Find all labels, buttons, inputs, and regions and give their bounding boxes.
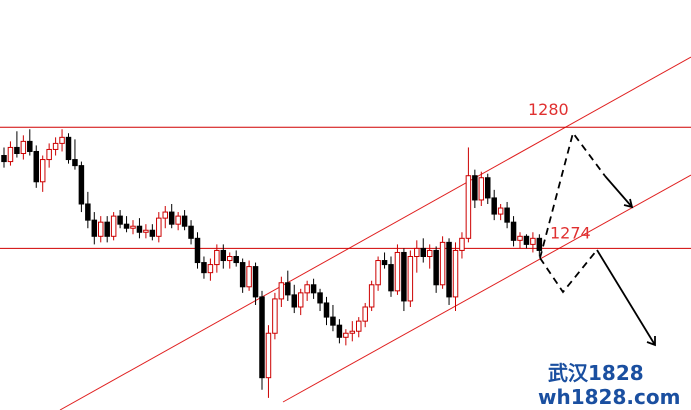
candle-body	[98, 221, 104, 237]
candle-body	[523, 235, 530, 245]
candle-body	[220, 249, 227, 262]
candle-body	[310, 284, 317, 294]
candle-body	[485, 177, 491, 199]
level-label: 1274	[550, 223, 591, 242]
candle-body	[459, 237, 465, 251]
candle-body	[536, 237, 543, 251]
candle-body	[39, 159, 46, 183]
lower-channel-line	[282, 174, 691, 403]
candle-body	[285, 282, 291, 296]
candle-body	[297, 292, 304, 308]
candle-body	[394, 251, 401, 292]
candle-body	[504, 207, 510, 223]
candle-body	[1, 155, 7, 163]
arrow-up-scenario	[604, 175, 633, 208]
candle-body	[362, 306, 368, 322]
candle-body	[356, 320, 362, 332]
candle-body	[7, 146, 14, 163]
candle-body	[407, 256, 414, 302]
candle-body	[381, 260, 388, 266]
candle-body	[343, 332, 349, 338]
candle-body	[117, 215, 123, 225]
candle-body	[52, 142, 59, 150]
candle-body	[156, 217, 162, 237]
candle-body	[446, 241, 452, 298]
candle-body	[194, 237, 201, 264]
candle-body	[207, 264, 214, 274]
candle-body	[143, 229, 149, 233]
candle-body	[136, 225, 143, 233]
candle-body	[239, 262, 246, 288]
candle-body	[27, 140, 33, 152]
candle-body	[20, 140, 27, 154]
candle-body	[491, 197, 497, 215]
candle-body	[65, 136, 72, 161]
candle-body	[349, 330, 356, 334]
candle-body	[168, 211, 175, 225]
dashed-path-down	[539, 249, 598, 294]
candle-body	[246, 266, 252, 288]
candle-body	[72, 159, 78, 167]
watermark: wh1828.com	[538, 385, 680, 409]
candle-body	[85, 203, 91, 221]
candle-body	[304, 284, 310, 294]
candle-body	[214, 249, 220, 266]
level-label: 1280	[528, 100, 569, 119]
candle-body	[227, 256, 233, 262]
candle-body	[188, 225, 194, 239]
candle-body	[130, 225, 136, 229]
candle-body	[426, 249, 433, 258]
upper-channel-line	[59, 56, 691, 410]
candle-body	[497, 207, 504, 215]
candle-body	[78, 165, 85, 205]
projection-arrows	[539, 130, 656, 347]
candle-body	[530, 237, 536, 245]
candle-body	[510, 221, 517, 241]
candle-body	[110, 215, 117, 237]
candle-body	[517, 235, 523, 241]
candle-body	[433, 249, 439, 286]
watermark: 武汉1828	[548, 361, 644, 385]
candle-body	[388, 264, 394, 292]
candles	[0, 126, 691, 398]
candle-body	[162, 211, 168, 219]
candle-body	[14, 146, 20, 154]
candle-body	[478, 177, 485, 201]
candle-body	[149, 229, 156, 237]
candle-body	[291, 294, 297, 308]
candle-body	[46, 148, 52, 161]
candle-body	[123, 223, 130, 229]
candle-body	[233, 256, 239, 264]
candle-body	[472, 175, 478, 201]
arrow-down-scenario	[596, 249, 656, 346]
candle-body	[59, 136, 65, 144]
candle-body	[439, 241, 446, 286]
candle-body	[414, 247, 420, 258]
candle-body	[181, 215, 188, 227]
candle-body	[252, 266, 259, 298]
candle-body	[272, 298, 278, 334]
candle-body	[91, 219, 98, 237]
candle-body	[201, 262, 207, 274]
candle-body	[375, 260, 381, 286]
candle-body	[336, 324, 343, 338]
candle-body	[265, 332, 272, 379]
candle-body	[175, 215, 181, 225]
candle-body	[278, 282, 285, 300]
candle-body	[33, 150, 39, 183]
candle-body	[401, 251, 407, 302]
candle-body	[420, 247, 426, 258]
candle-body	[465, 175, 472, 239]
candle-body	[259, 296, 265, 379]
arrow-head	[646, 336, 656, 347]
candle-body	[104, 221, 110, 237]
candle-body	[317, 292, 323, 304]
candle-body	[452, 249, 459, 298]
candle-body	[330, 316, 336, 326]
candle-body	[368, 284, 375, 308]
candle-body	[323, 302, 330, 318]
arrow-head	[623, 198, 634, 209]
